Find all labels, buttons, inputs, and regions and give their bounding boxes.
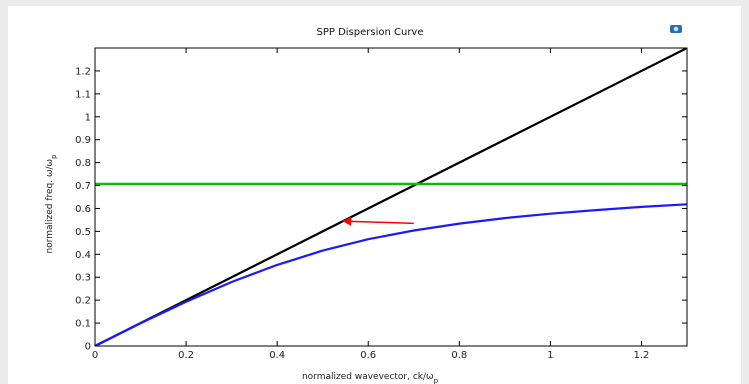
y-tick-label: 0.8 [75, 158, 91, 169]
x-tick-label: 0.8 [451, 350, 467, 361]
y-tick-label: 1.2 [75, 66, 91, 77]
y-tick-label: 0.9 [75, 135, 91, 146]
chart: SPP Dispersion Curve 0 0.2 0.4 0.6 0.8 1 1.200… [45, 25, 688, 384]
y-tick-label: 0.6 [75, 204, 91, 215]
y-tick-label: 0 [85, 342, 91, 353]
x-axis-label: normalized wavevector, ck/ωp [302, 372, 439, 384]
x-tick-label: 1 [547, 350, 553, 361]
camera-icon[interactable] [670, 25, 682, 33]
annotation-arrow [342, 216, 414, 226]
y-tick-label: 0.1 [75, 319, 91, 330]
y-tick-label: 1.1 [75, 89, 91, 100]
plot-frame [94, 47, 688, 347]
x-tick-label: 0 [92, 350, 98, 361]
y-tick-label: 0.2 [75, 296, 91, 307]
series-line-3 [95, 203, 687, 346]
x-tick-label: 1.2 [634, 350, 650, 361]
chart-title: SPP Dispersion Curve [316, 27, 423, 38]
x-tick-label: 0.6 [360, 350, 376, 361]
chart-panel: SPP Dispersion Curve 0 0.2 0.4 0.6 0.8 1 1.2 0 0… [8, 6, 741, 384]
y-tick-label: 0.4 [75, 250, 91, 261]
y-tick-label: 1 [85, 112, 91, 123]
series-line-1 [95, 48, 687, 346]
y-tick-label: 0.3 [75, 273, 91, 284]
x-tick-label: 0.2 [178, 350, 194, 361]
y-tick-label: 0.5 [75, 227, 91, 238]
y-tick-label: 0.7 [75, 181, 91, 192]
y-axis-label: normalized freq. ω/ωp [45, 154, 58, 254]
x-tick-label: 0.4 [269, 350, 285, 361]
plot-area: 0 0.2 0.4 0.6 0.8 1 1.2 0 0.1 0.2 0.3 0.4 0.5 0.6 0.7 0… [75, 47, 688, 361]
